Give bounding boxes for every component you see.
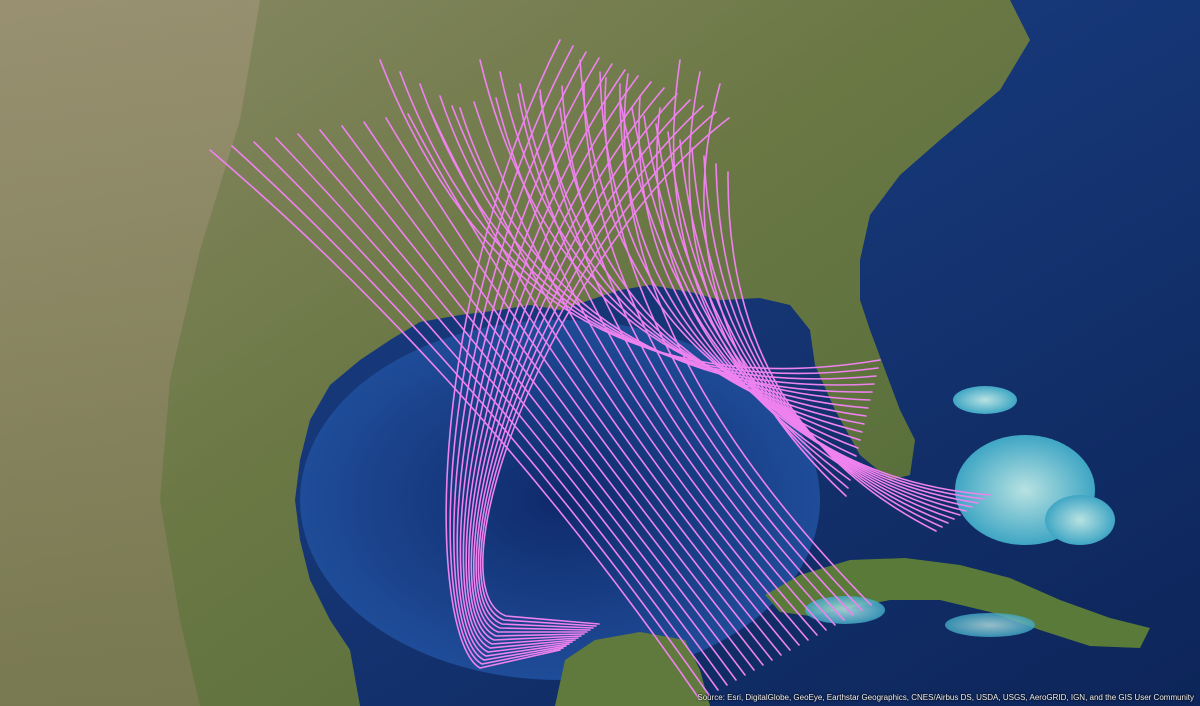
hurricane-track	[468, 81, 652, 641]
hurricane-track	[473, 93, 678, 633]
hurricane-track	[456, 57, 600, 657]
map-attribution: Source: Esri, DigitalGlobe, GeoEye, Eart…	[697, 693, 1194, 702]
hurricane-track	[470, 87, 665, 637]
hurricane-track	[643, 115, 979, 504]
hurricane-track	[638, 95, 855, 465]
hurricane-track	[399, 71, 879, 375]
hurricane-track	[655, 123, 973, 508]
hurricane-track	[479, 59, 871, 401]
hurricane-track	[407, 113, 782, 656]
hurricane-track	[385, 117, 773, 661]
north-america-landmass	[0, 0, 1030, 706]
hurricane-track	[519, 83, 867, 417]
hurricane-track	[363, 121, 764, 666]
hurricane-track	[679, 139, 961, 516]
hurricane-track	[379, 59, 881, 370]
arid-region	[0, 0, 260, 706]
cuba-shallows	[805, 596, 885, 624]
hurricane-track	[517, 93, 827, 631]
hurricane-track	[275, 137, 728, 686]
bahama-bank-east	[1045, 495, 1115, 545]
hurricane-track	[703, 155, 949, 524]
hurricane-track	[623, 73, 872, 606]
hurricane-track	[459, 63, 613, 653]
hurricane-track	[341, 125, 755, 671]
hurricane-track	[477, 105, 704, 629]
hurricane-track	[727, 171, 937, 532]
hurricane-track	[451, 105, 800, 646]
hurricane-track	[656, 107, 853, 473]
hurricane-track	[667, 131, 967, 512]
hurricane-track-ensemble	[209, 39, 991, 701]
hurricane-track	[631, 107, 985, 500]
hurricane-track	[482, 117, 730, 625]
hurricane-track	[439, 95, 875, 386]
hurricane-track	[445, 39, 561, 669]
little-bahama-bank	[953, 386, 1017, 414]
yucatan-peninsula	[555, 632, 710, 706]
hurricane-track	[459, 107, 873, 393]
hurricane-track	[465, 75, 639, 645]
hurricane-track	[209, 149, 701, 701]
cuba	[765, 558, 1150, 648]
hurricane-track	[473, 101, 809, 641]
cuba-south-shallows	[945, 613, 1035, 637]
hurricane-track	[253, 141, 719, 691]
hurricane-track	[475, 99, 691, 631]
hurricane-track	[495, 97, 818, 636]
hurricane-track	[539, 95, 865, 425]
hurricane-track	[715, 163, 943, 528]
hurricane-track	[419, 83, 877, 380]
hurricane-track	[453, 51, 587, 661]
hurricane-track	[672, 59, 851, 481]
hurricane-track	[479, 111, 717, 627]
hurricane-track	[449, 45, 574, 665]
hurricane-track	[691, 147, 955, 520]
hurricane-track	[539, 89, 836, 626]
hurricane-track	[619, 99, 991, 496]
hurricane-track	[462, 69, 626, 649]
